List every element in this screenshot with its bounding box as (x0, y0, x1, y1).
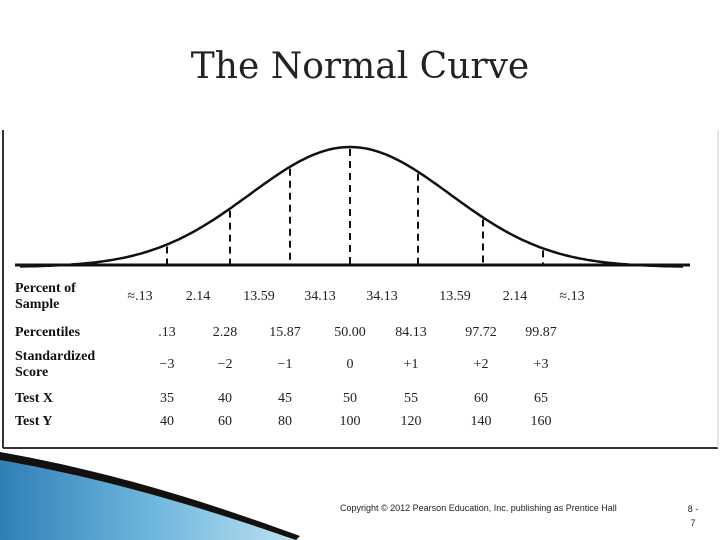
table-cell: 40 (218, 391, 232, 406)
table-cell: +2 (474, 357, 489, 372)
slide-title: The Normal Curve (191, 46, 529, 87)
row-label: Standardized (15, 349, 95, 364)
table-cell: 160 (531, 414, 552, 429)
table-cell: 45 (278, 391, 292, 406)
table-cell: 13.59 (243, 289, 275, 304)
table-cell: 2.14 (503, 289, 528, 304)
table-cell: 35 (160, 391, 174, 406)
table-cell: 2.14 (186, 289, 211, 304)
table-cell: 0 (347, 357, 354, 372)
wave-blue (0, 455, 300, 540)
table-cell: 50 (343, 391, 357, 406)
row-label: Percent of (15, 281, 76, 296)
table-cell: 84.13 (395, 325, 427, 340)
table-cell: .13 (158, 325, 176, 340)
table-cell: ≈.13 (127, 289, 152, 304)
table-cell: −1 (278, 357, 293, 372)
row-label: Score (15, 365, 48, 380)
table-cell: 65 (534, 391, 548, 406)
table-cell: 2.28 (213, 325, 238, 340)
figure-frame (2, 130, 719, 449)
page-number: 8 - (688, 504, 699, 514)
row-label: Sample (15, 297, 59, 312)
table-cell: 40 (160, 414, 174, 429)
table-cell: 55 (404, 391, 418, 406)
wave-dark (0, 452, 300, 540)
table-cell: 60 (218, 414, 232, 429)
table-cell: 80 (278, 414, 292, 429)
wave-decoration (0, 452, 300, 540)
table-cell: 15.87 (269, 325, 301, 340)
table-cell: 97.72 (465, 325, 497, 340)
table-cell: 13.59 (439, 289, 471, 304)
table-cell: 60 (474, 391, 488, 406)
copyright: Copyright © 2012 Pearson Education, Inc.… (340, 503, 617, 513)
table-cell: 34.13 (366, 289, 398, 304)
table-cell: 140 (471, 414, 492, 429)
table-cell: 100 (340, 414, 361, 429)
table-cell: 99.87 (525, 325, 557, 340)
row-label: Percentiles (15, 325, 81, 340)
table-cell: ≈.13 (559, 289, 584, 304)
table-cell: 120 (401, 414, 422, 429)
table-cell: +1 (404, 357, 419, 372)
row-label: Test X (15, 391, 53, 406)
table-cell: 50.00 (334, 325, 366, 340)
normal-curve (19, 145, 683, 268)
table-cell: −3 (160, 357, 175, 372)
table-cell: −2 (218, 357, 233, 372)
sd-lines (166, 149, 544, 265)
table-cell: 34.13 (304, 289, 336, 304)
page-number: 7 (690, 518, 695, 528)
table-cell: +3 (534, 357, 549, 372)
row-label: Test Y (15, 414, 52, 429)
